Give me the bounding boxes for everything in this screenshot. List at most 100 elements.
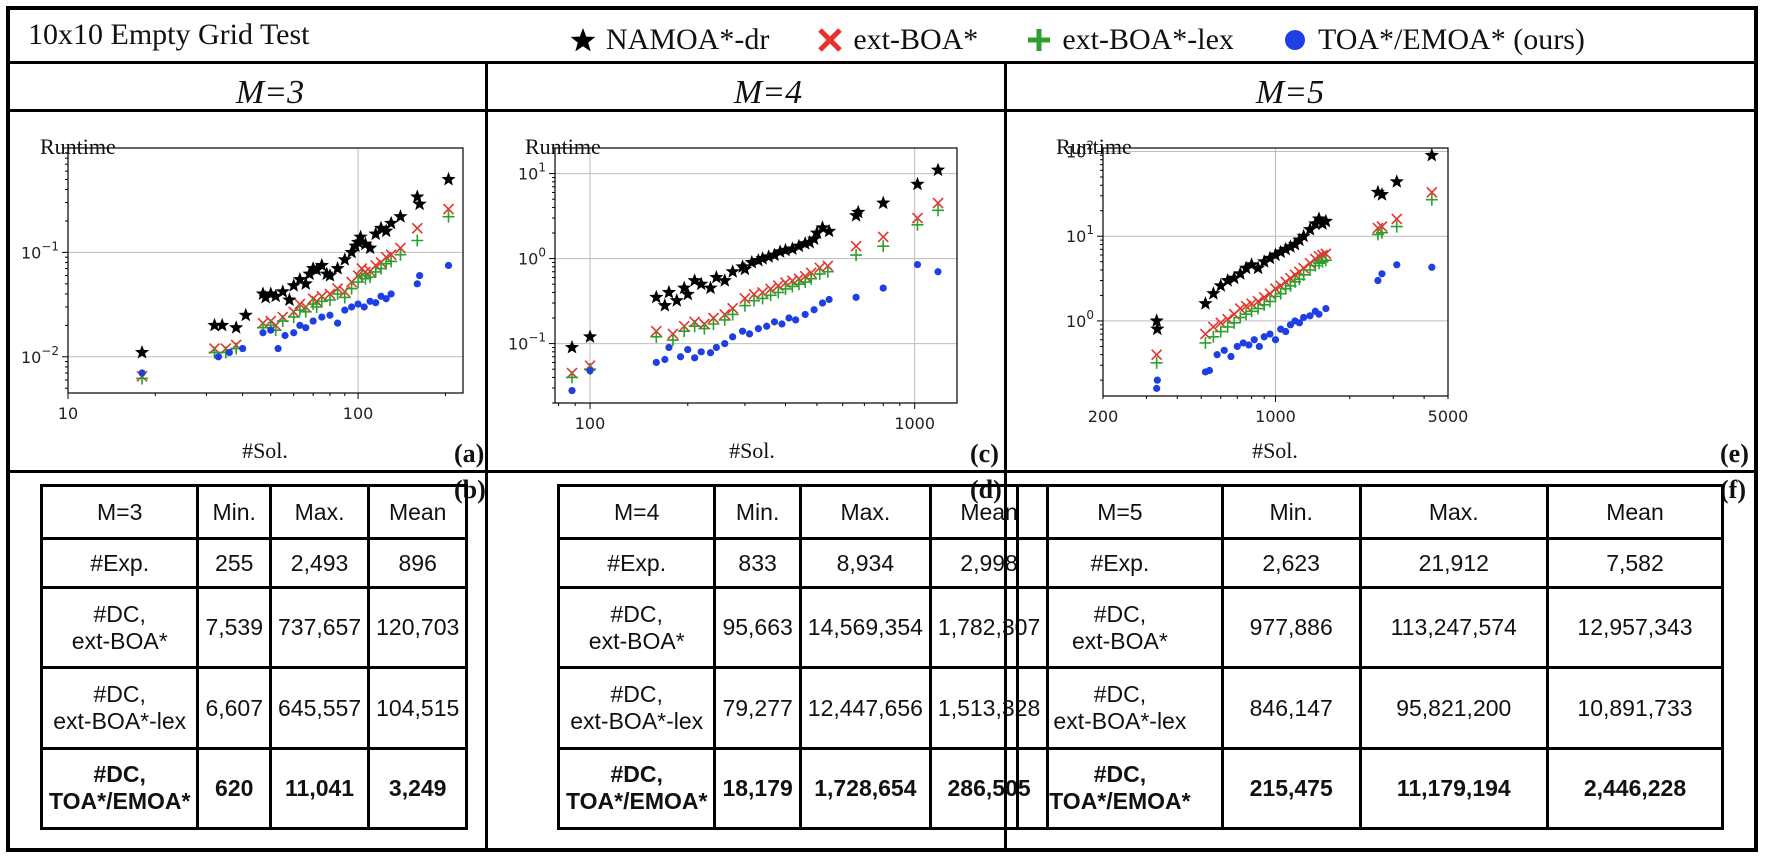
data-point (368, 226, 383, 241)
data-point (751, 253, 766, 267)
x-tick-label: 10 (58, 404, 78, 423)
panel-header-m4: M=4 (733, 74, 803, 111)
data-point (735, 259, 750, 273)
data-point (706, 349, 715, 357)
data-point (778, 242, 793, 257)
data-point (318, 313, 326, 321)
row-label-line: #DC, (93, 681, 146, 708)
data-point (387, 290, 395, 298)
data-point (677, 280, 692, 295)
data-point (1220, 273, 1235, 287)
value-cell: 120,703 (367, 586, 469, 670)
data-point (281, 331, 289, 340)
data-point (360, 303, 368, 311)
data-point (354, 300, 362, 308)
value-cell: 833 (713, 537, 802, 590)
table-header-row: M=5 Min. Max. Mean (1016, 483, 1725, 541)
series-dot (1153, 261, 1436, 392)
table-row: #Exp. 255 2,493 896 (39, 537, 469, 590)
divider-tables (6, 470, 1758, 473)
row-label-line: ext-BOA*-lex (53, 708, 187, 735)
data-point (707, 317, 720, 330)
y-tick-label: 102 (1066, 139, 1094, 162)
data-point (238, 307, 253, 322)
data-point (1271, 336, 1280, 344)
data-point (850, 240, 862, 252)
series-dot (568, 260, 942, 395)
divider-header (6, 61, 1758, 64)
y-tick-label: 10−2 (21, 344, 59, 367)
row-label-line: ext-BOA* (1071, 627, 1168, 654)
data-point (911, 212, 924, 224)
value-cell: 104,515 (367, 666, 469, 750)
row-label: #DC, TOA*/EMOA* (1016, 746, 1224, 831)
data-point (649, 289, 664, 304)
star-marker-icon (570, 28, 596, 52)
data-point (568, 386, 576, 395)
data-point (709, 269, 724, 284)
data-point (1199, 336, 1212, 349)
data-point (1221, 320, 1234, 333)
data-point (934, 268, 942, 276)
data-point (348, 303, 356, 311)
data-point (726, 308, 739, 321)
data-point (1306, 312, 1314, 320)
plus-marker-icon (1028, 29, 1051, 51)
value-cell: 255 (196, 537, 272, 590)
data-point (792, 278, 805, 291)
data-point (877, 240, 890, 253)
data-point (910, 176, 925, 191)
legend-item-ext-boa-lex: ext-BOA*-lex (1026, 23, 1234, 57)
data-point (299, 305, 312, 318)
data-point (932, 204, 945, 217)
data-point (667, 328, 679, 340)
data-point (373, 220, 389, 235)
data-point (393, 209, 408, 223)
data-point (379, 223, 394, 238)
data-point (1234, 302, 1246, 315)
chart-m3: 10 100 10−2 10−1 Runtime #Sol. (21, 134, 464, 463)
data-point (215, 317, 230, 332)
row-label-line: ext-BOA* (588, 627, 685, 654)
table-row: #DC, ext-BOA* 95,663 14,569,354 1,782,307 (556, 586, 1050, 670)
data-point (876, 195, 891, 210)
data-point (877, 231, 889, 243)
panel-label-e: (e) (1720, 439, 1749, 468)
row-label-line: ext-BOA*-lex (570, 708, 704, 735)
data-point (786, 280, 799, 293)
panel-label-a: (a) (454, 439, 485, 468)
data-point (678, 325, 691, 338)
data-point (785, 314, 793, 322)
legend-label: ext-BOA*-lex (1062, 23, 1234, 56)
data-point (718, 313, 731, 326)
data-point (821, 265, 834, 278)
row-label-line: TOA*/EMOA* (1049, 788, 1191, 815)
data-point (798, 236, 813, 250)
data-point (375, 262, 388, 275)
row-label-line: #DC, (1093, 681, 1147, 708)
data-point (676, 353, 685, 361)
series-dot (138, 261, 453, 377)
data-point (416, 271, 424, 280)
data-point (1233, 342, 1241, 351)
row-label-line: #Exp. (607, 549, 667, 576)
data-point (1375, 226, 1388, 239)
legend-item-namoa: NAMOA*-dr (570, 23, 769, 57)
data-point (352, 276, 365, 289)
x-tick-label: 5000 (1428, 407, 1469, 426)
value-cell: 737,657 (268, 586, 371, 670)
data-point (1250, 260, 1266, 275)
header-cell: Min. (1220, 483, 1362, 541)
data-point (669, 293, 684, 307)
value-cell: 95,663 (713, 586, 802, 670)
data-point (207, 317, 222, 332)
data-point (725, 264, 740, 278)
divider-col-1 (485, 61, 488, 852)
data-point (879, 284, 887, 292)
legend-label: NAMOA*-dr (606, 23, 770, 56)
data-point (369, 265, 382, 278)
data-point (345, 282, 358, 295)
data-point (1214, 325, 1227, 338)
data-point (767, 247, 782, 262)
row-label: #Exp. (556, 537, 717, 590)
